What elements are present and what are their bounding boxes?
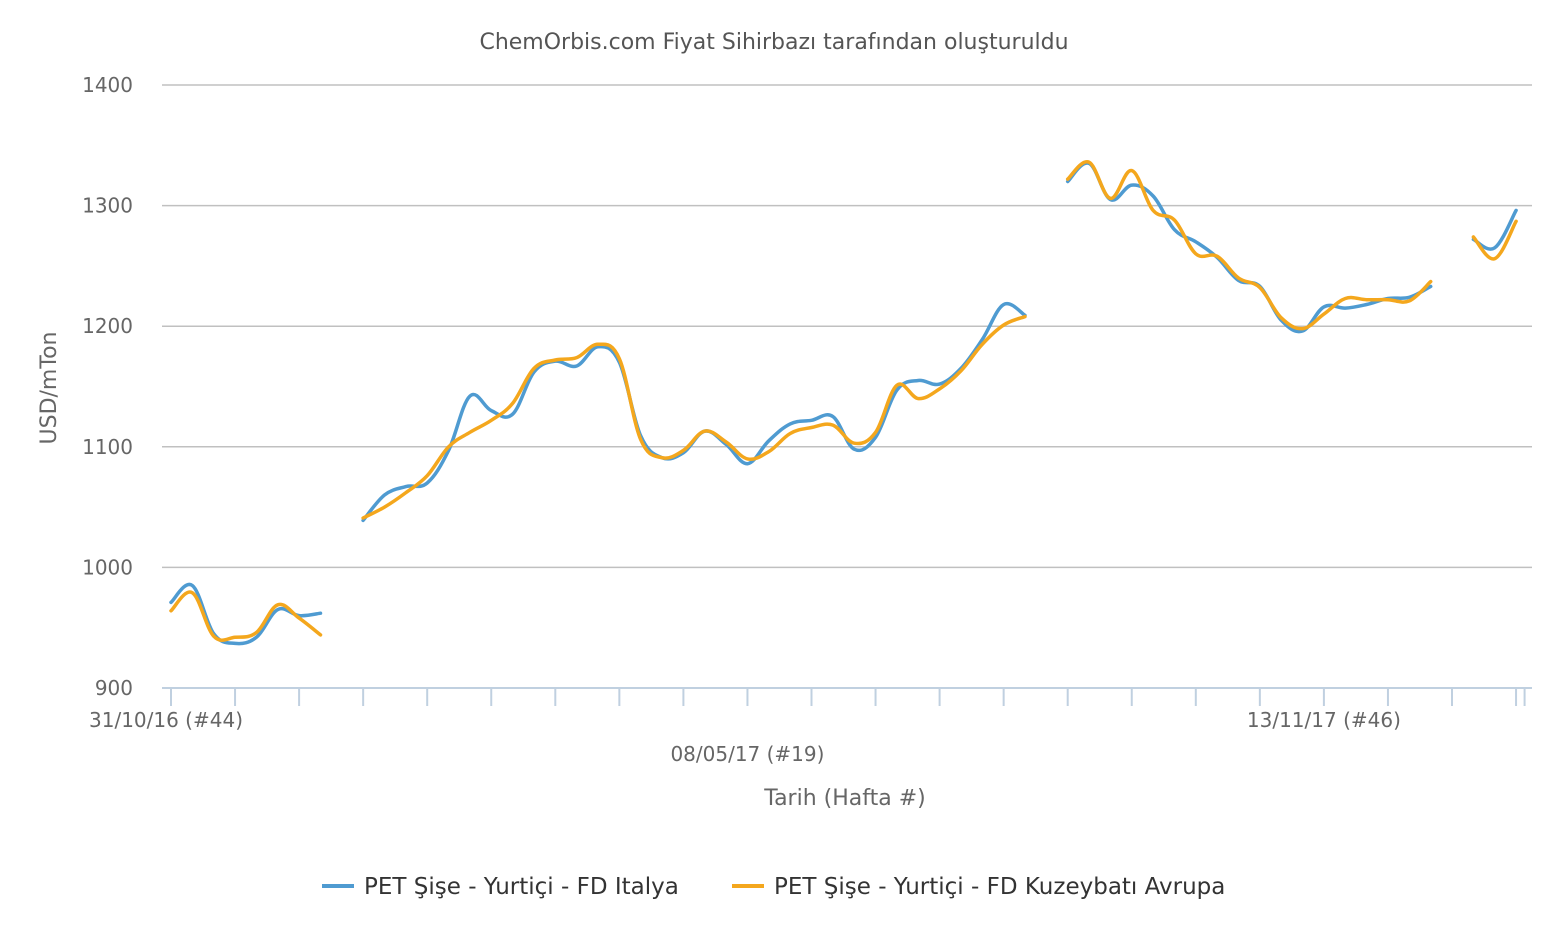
x-axis-title: Tarih (Hafta #)	[763, 786, 925, 811]
series-line-segment	[1471, 219, 1518, 261]
legend-label[interactable]: PET Şişe - Yurtiçi - FD Kuzeybatı Avrupa	[774, 874, 1225, 900]
series-line-segment	[361, 301, 1027, 523]
series-line-segment	[169, 590, 323, 642]
y-tick-label: 1100	[82, 435, 133, 459]
series-kuzeybati-avrupa	[169, 160, 1518, 642]
grid-lines	[162, 84, 1532, 569]
legend: PET Şişe - Yurtiçi - FD Italya PET Şişe -…	[322, 874, 1225, 900]
chart-title: ChemOrbis.com Fiyat Sihirbazı tarafından…	[479, 30, 1068, 55]
x-tick-label: 31/10/16 (#44)	[89, 708, 243, 732]
x-tick-label: 13/11/17 (#46)	[1247, 708, 1401, 732]
y-tick-label: 900	[95, 676, 133, 700]
y-axis-ticks: 900 1000 1100 1200 1300 1400	[82, 73, 133, 700]
y-tick-label: 1000	[82, 555, 133, 579]
series-line-segment	[361, 314, 1027, 520]
legend-label[interactable]: PET Şişe - Yurtiçi - FD Italya	[364, 874, 679, 900]
x-tick-label: 08/05/17 (#19)	[670, 742, 824, 766]
y-tick-label: 1200	[82, 314, 133, 338]
y-tick-label: 1400	[82, 73, 133, 97]
series-italya	[169, 161, 1518, 646]
x-axis: 31/10/16 (#44) 08/05/17 (#19) 13/11/17 (#4…	[89, 687, 1532, 766]
y-tick-label: 1300	[82, 194, 133, 218]
series-lines	[169, 160, 1518, 646]
series-line-segment	[1065, 160, 1433, 331]
y-axis-title: USD/mTon	[37, 332, 62, 445]
series-line-segment	[1065, 161, 1433, 334]
